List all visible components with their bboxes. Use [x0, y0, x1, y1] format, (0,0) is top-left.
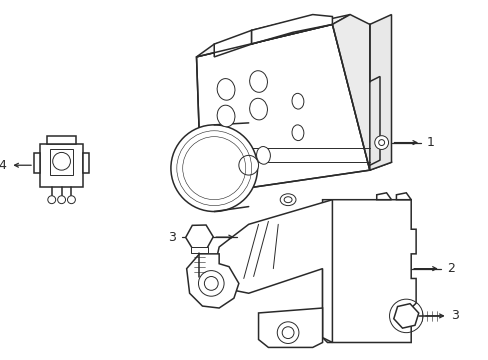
Polygon shape [50, 149, 73, 175]
Polygon shape [332, 14, 391, 170]
Polygon shape [258, 308, 322, 347]
Circle shape [67, 196, 75, 204]
Ellipse shape [249, 98, 267, 120]
Polygon shape [214, 30, 251, 57]
Circle shape [198, 271, 224, 296]
Polygon shape [251, 14, 332, 44]
Ellipse shape [217, 105, 234, 127]
Ellipse shape [238, 156, 258, 175]
Text: 4: 4 [0, 159, 6, 172]
Ellipse shape [291, 125, 303, 141]
Polygon shape [214, 200, 332, 342]
Ellipse shape [291, 93, 303, 109]
Ellipse shape [280, 194, 295, 206]
Polygon shape [251, 21, 292, 44]
Polygon shape [322, 200, 415, 342]
Circle shape [277, 322, 298, 343]
Ellipse shape [249, 71, 267, 92]
Ellipse shape [170, 125, 257, 212]
Polygon shape [196, 24, 369, 195]
Ellipse shape [284, 197, 291, 203]
Text: 1: 1 [426, 136, 434, 149]
Polygon shape [376, 193, 391, 200]
Polygon shape [186, 254, 238, 308]
Circle shape [204, 276, 218, 290]
Bar [190, 247, 208, 253]
Circle shape [374, 136, 388, 149]
Polygon shape [196, 14, 349, 57]
Text: 2: 2 [446, 262, 454, 275]
Circle shape [58, 196, 65, 204]
Circle shape [378, 140, 384, 145]
Polygon shape [369, 14, 391, 170]
Ellipse shape [256, 147, 270, 164]
Text: 3: 3 [450, 309, 459, 323]
Circle shape [282, 327, 293, 338]
Polygon shape [83, 153, 89, 173]
Circle shape [48, 196, 56, 204]
Polygon shape [396, 193, 410, 200]
Text: 3: 3 [167, 231, 176, 244]
Polygon shape [40, 144, 83, 187]
Polygon shape [34, 153, 40, 173]
Circle shape [53, 152, 70, 170]
Polygon shape [47, 136, 76, 144]
Ellipse shape [217, 78, 234, 100]
